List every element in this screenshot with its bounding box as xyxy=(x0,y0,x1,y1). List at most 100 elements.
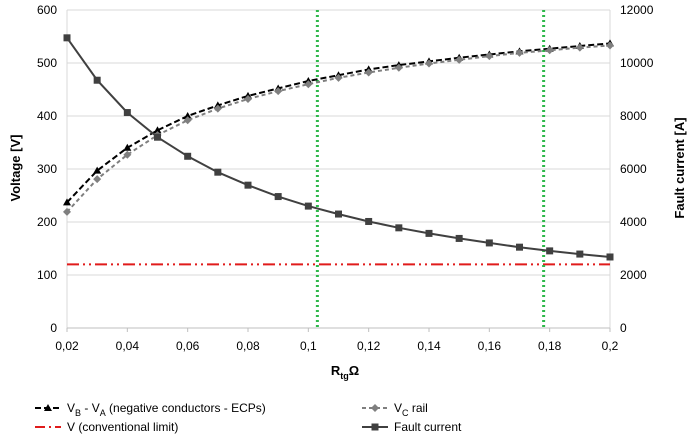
vertical-markers xyxy=(315,10,546,328)
series-0-point xyxy=(183,112,192,119)
y-left-tick-label: 400 xyxy=(37,109,57,123)
y-left-tick-label: 300 xyxy=(37,162,57,176)
legend-swatch-marker xyxy=(371,404,379,412)
series-0-point xyxy=(123,143,132,151)
series-1-point xyxy=(545,46,554,55)
series-group xyxy=(63,34,614,261)
y-left-tick-label: 200 xyxy=(37,215,57,229)
y-right-tick-label: 12000 xyxy=(620,3,654,17)
series-1-point xyxy=(394,63,403,72)
series-1-point xyxy=(244,95,252,104)
x-tick-label: 0,14 xyxy=(417,339,441,353)
legend-entry: V (conventional limit) xyxy=(35,420,178,434)
x-axis-title-main: R xyxy=(331,363,341,378)
series-1-point xyxy=(93,175,102,184)
series-2-point xyxy=(425,229,433,237)
series-2-point xyxy=(455,234,463,242)
series-2-point xyxy=(304,202,312,210)
legend-label: V (conventional limit) xyxy=(67,420,178,434)
series-1-point xyxy=(485,52,494,61)
series-line-2 xyxy=(66,37,611,258)
series-0-point xyxy=(153,126,162,134)
series-2-point xyxy=(546,247,554,255)
series-2-point xyxy=(606,253,614,261)
legend: VB - VA (negative conductors - ECPs) VC r… xyxy=(35,401,462,434)
legend-label-part: V xyxy=(67,401,75,415)
legend-entry: Fault current xyxy=(362,420,462,434)
x-axis-title-sub: tg xyxy=(340,371,349,381)
series-1-point xyxy=(183,116,192,125)
series-2-point xyxy=(274,193,282,201)
series-2-point xyxy=(335,210,342,218)
x-axis-title: RtgΩ xyxy=(331,363,359,381)
x-tick-label: 0,16 xyxy=(478,339,502,353)
x-tick-label: 0,02 xyxy=(55,339,79,353)
series-line-0 xyxy=(66,42,611,204)
series-2-point xyxy=(244,181,252,189)
legend-entry: VB - VA (negative conductors - ECPs) xyxy=(35,401,266,418)
series-1-point xyxy=(364,68,373,77)
x-tick-label: 0,2 xyxy=(602,339,619,353)
x-tick-label: 0,12 xyxy=(357,339,381,353)
series-1-point xyxy=(455,55,464,64)
x-axis-title-unit: Ω xyxy=(349,363,359,378)
series-1-point xyxy=(274,87,283,96)
legend-subscript: A xyxy=(100,408,106,418)
series-1-point xyxy=(63,207,71,216)
x-tick-labels: 0,02 0,04 0,06 0,08 0,1 0,12 0,14 0,16 0,18 0,2 xyxy=(55,339,618,353)
y-left-tick-label: 500 xyxy=(37,56,57,70)
y-left-axis-title: Voltage [V] xyxy=(8,135,23,202)
legend-label-part: - V xyxy=(81,401,100,415)
series-1-point xyxy=(575,43,584,52)
series-1-point xyxy=(606,41,614,50)
y-left-tick-label: 100 xyxy=(37,268,57,282)
series-1-point xyxy=(304,80,313,89)
series-1-point xyxy=(334,73,343,82)
series-2-point xyxy=(63,34,71,42)
series-1-point xyxy=(123,150,132,159)
y-left-tick-label: 0 xyxy=(50,321,57,335)
series-0-point xyxy=(63,198,71,206)
series-2-point xyxy=(123,109,131,117)
series-2-point xyxy=(214,168,222,176)
legend-entry: VC rail xyxy=(362,401,428,418)
axis-titles: Voltage [V] Fault current [A] RtgΩ xyxy=(8,117,687,381)
legend-subscript: B xyxy=(75,408,81,418)
series-1-point xyxy=(425,59,433,68)
x-tick-label: 0,18 xyxy=(538,339,562,353)
series-2-point xyxy=(395,224,403,232)
y-right-tick-label: 8000 xyxy=(620,109,647,123)
legend-label-part: (negative conductors - ECPs) xyxy=(106,401,266,415)
series-1-point xyxy=(213,104,222,113)
legend-swatch-marker xyxy=(44,404,52,411)
legend-subscript: C xyxy=(402,408,409,418)
series-1-point xyxy=(515,48,524,57)
series-2-point xyxy=(365,217,373,225)
series-2-point xyxy=(516,243,523,251)
series-2-point xyxy=(576,250,584,258)
y-right-tick-label: 6000 xyxy=(620,162,647,176)
series-2-point xyxy=(93,76,101,84)
legend-label-part: rail xyxy=(409,401,428,415)
x-tick-label: 0,1 xyxy=(300,339,317,353)
x-tick-label: 0,04 xyxy=(116,339,140,353)
legend-label: VB - VA (negative conductors - ECPs) xyxy=(67,401,266,418)
series-0-point xyxy=(93,166,102,174)
series-2-point xyxy=(184,152,192,160)
y-right-tick-label: 2000 xyxy=(620,268,647,282)
legend-label-part: V xyxy=(394,401,402,415)
series-2-point xyxy=(485,239,493,247)
legend-label: VC rail xyxy=(394,401,428,418)
y-right-axis-title: Fault current [A] xyxy=(672,117,687,218)
y-left-tick-labels: 0 100 200 300 400 500 600 xyxy=(37,3,57,335)
gridlines xyxy=(66,9,611,332)
x-tick-label: 0,06 xyxy=(176,339,200,353)
legend-label: Fault current xyxy=(394,420,462,434)
y-right-tick-label: 4000 xyxy=(620,215,647,229)
y-right-tick-label: 0 xyxy=(620,321,627,335)
y-right-tick-label: 10000 xyxy=(620,56,654,70)
x-tick-label: 0,08 xyxy=(236,339,260,353)
series-2-point xyxy=(154,133,161,141)
legend-swatch-marker xyxy=(371,423,379,431)
